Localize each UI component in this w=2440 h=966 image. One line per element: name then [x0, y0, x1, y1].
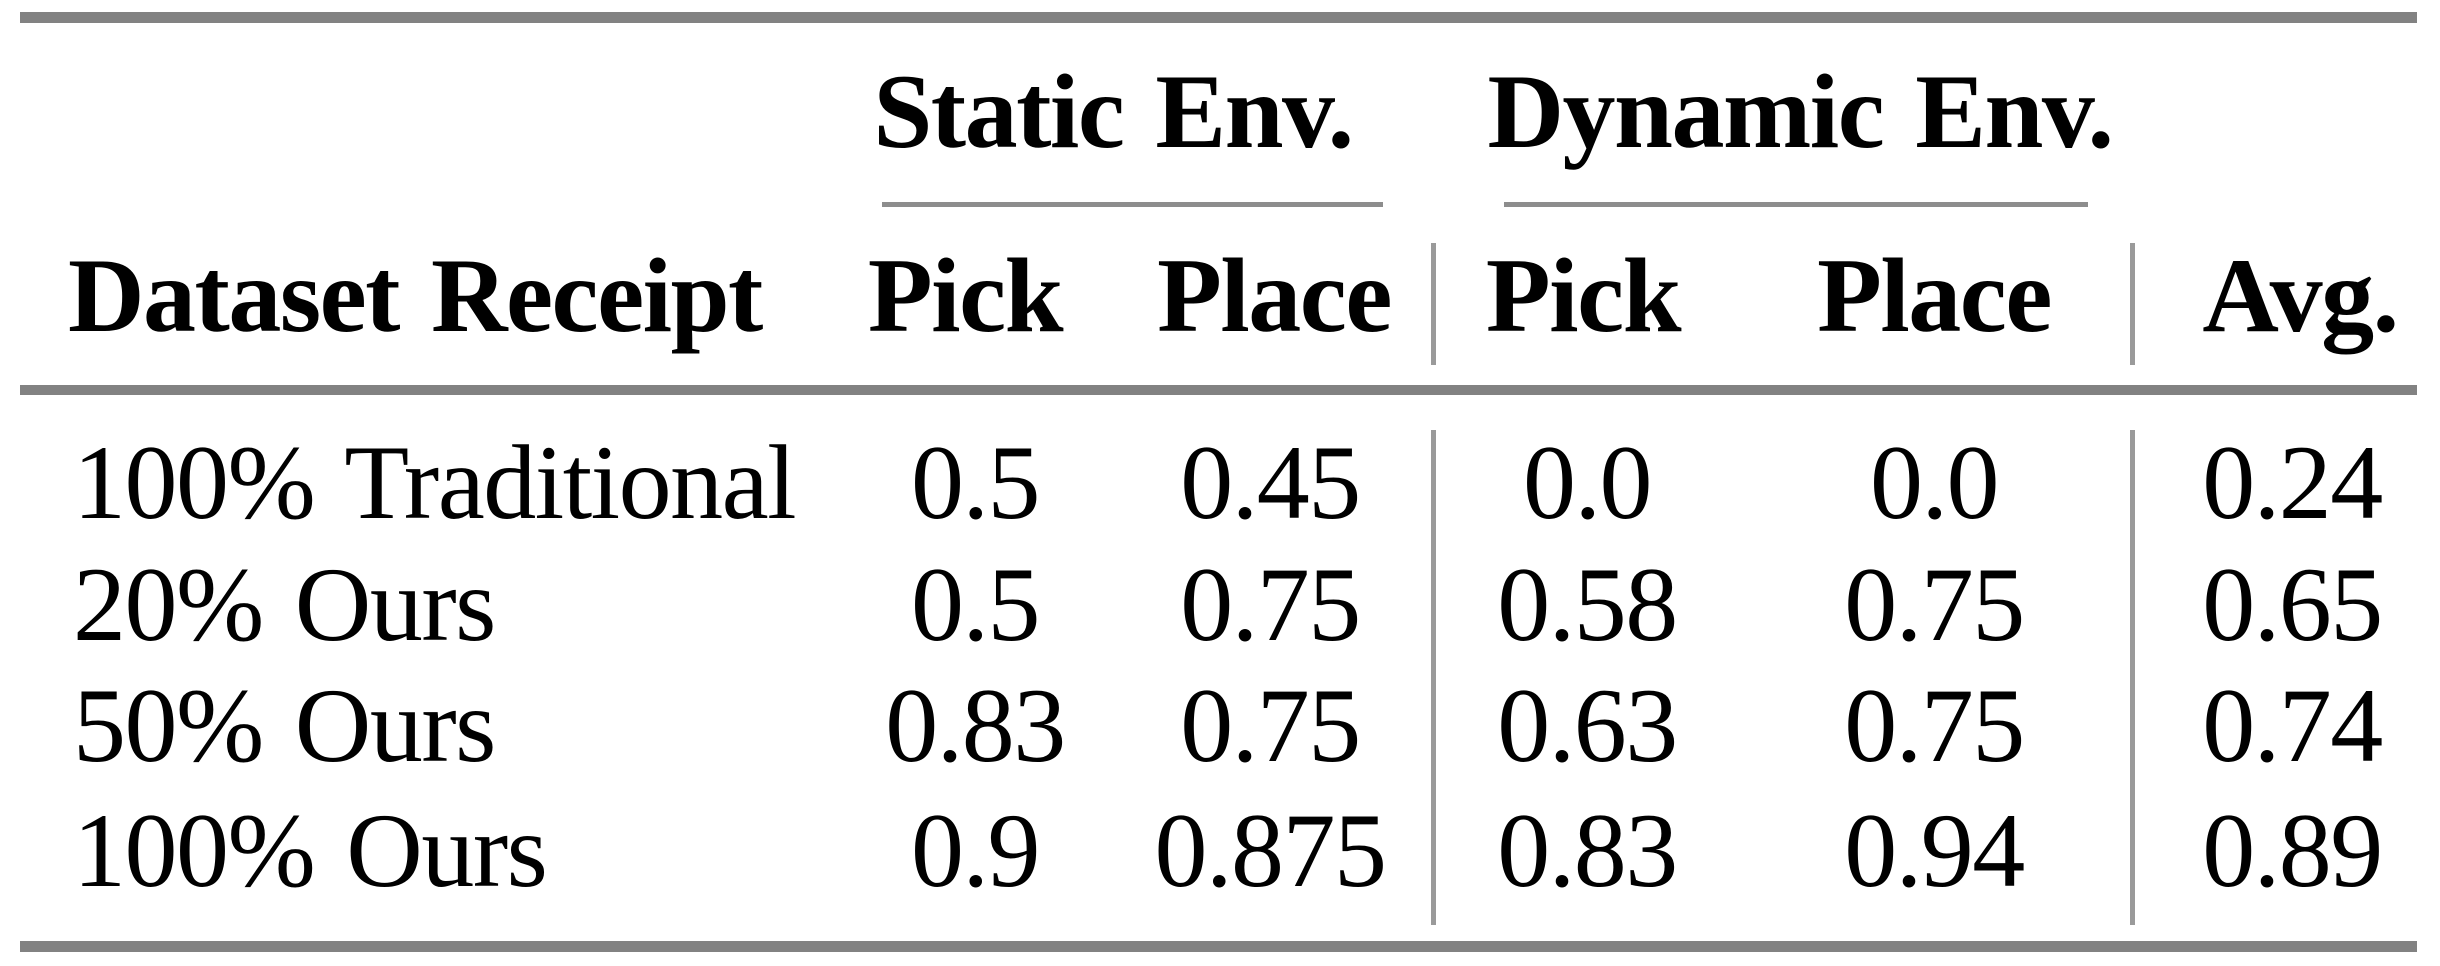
cell-dynamic-place: 0.94 — [1844, 792, 2025, 909]
static-env-underline — [882, 202, 1383, 207]
table-bottom-rule — [20, 941, 2417, 952]
cell-dynamic-pick: 0.0 — [1523, 424, 1653, 541]
header-dynamic-place: Place — [1817, 237, 2052, 354]
cell-static-pick: 0.5 — [911, 424, 1041, 541]
column-group-static-env: Static Env. — [873, 53, 1354, 170]
header-static-pick: Pick — [867, 237, 1064, 354]
cell-static-place: 0.75 — [1180, 546, 1361, 663]
table-top-rule — [20, 12, 2417, 23]
column-group-dynamic-env: Dynamic Env. — [1487, 53, 2114, 170]
cell-dynamic-place: 0.75 — [1844, 546, 2025, 663]
cell-avg: 0.65 — [2202, 546, 2383, 663]
cell-static-pick: 0.5 — [911, 546, 1041, 663]
header-avg: Avg. — [2202, 237, 2399, 354]
cell-dynamic-place: 0.0 — [1870, 424, 2000, 541]
cell-avg: 0.24 — [2202, 424, 2383, 541]
header-static-place: Place — [1157, 237, 1392, 354]
cell-static-place: 0.75 — [1180, 667, 1361, 784]
cell-static-pick: 0.9 — [911, 792, 1041, 909]
column-separator-2-body — [2130, 430, 2135, 925]
header-dataset-receipt: Dataset Receipt — [68, 237, 763, 354]
cell-avg: 0.89 — [2202, 792, 2383, 909]
cell-avg: 0.74 — [2202, 667, 2383, 784]
dynamic-env-underline — [1504, 202, 2088, 207]
row-label: 50% Ours — [73, 667, 496, 784]
row-label: 100% Traditional — [73, 424, 797, 541]
cell-static-pick: 0.83 — [885, 667, 1066, 784]
cell-dynamic-pick: 0.63 — [1497, 667, 1678, 784]
column-separator-1-body — [1431, 430, 1436, 925]
cell-static-place: 0.875 — [1154, 792, 1388, 909]
cell-dynamic-place: 0.75 — [1844, 667, 2025, 784]
cell-dynamic-pick: 0.58 — [1497, 546, 1678, 663]
header-dynamic-pick: Pick — [1485, 237, 1682, 354]
table-header-rule — [20, 385, 2417, 395]
cell-dynamic-pick: 0.83 — [1497, 792, 1678, 909]
column-separator-1-header — [1431, 243, 1436, 365]
column-separator-2-header — [2130, 243, 2135, 365]
cell-static-place: 0.45 — [1180, 424, 1361, 541]
row-label: 20% Ours — [73, 546, 496, 663]
row-label: 100% Ours — [73, 792, 548, 909]
